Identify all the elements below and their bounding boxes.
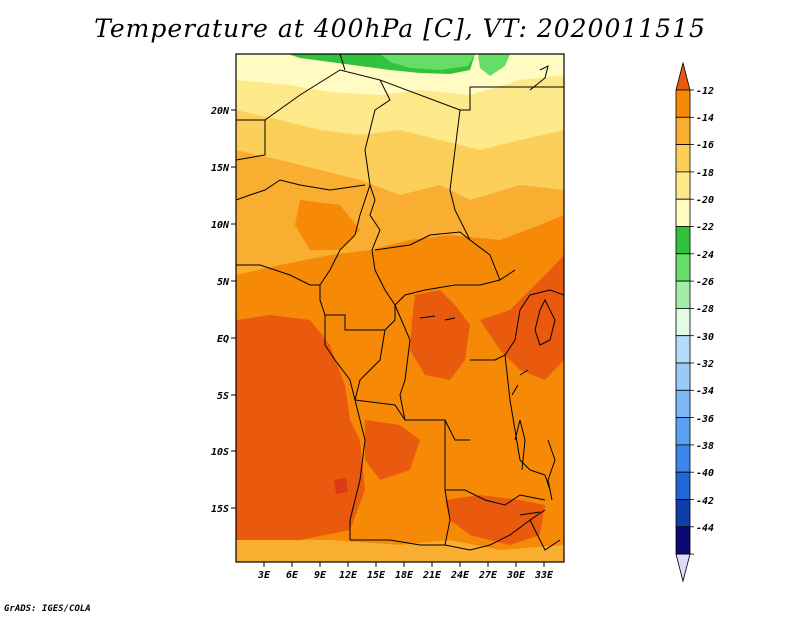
colorbar-label: -40 — [696, 468, 714, 479]
lon-label: 21E — [422, 570, 442, 581]
colorbar-swatch — [675, 499, 691, 528]
lon-label: 12E — [339, 570, 358, 581]
colorbar-swatch — [675, 198, 691, 227]
colorbar-label: -30 — [696, 332, 714, 343]
lat-label: 10S — [211, 447, 229, 458]
map-frame — [235, 53, 565, 563]
grads-credit: GrADS: IGES/COLA — [4, 604, 91, 614]
colorbar-swatch — [675, 280, 691, 309]
lon-label: 24E — [450, 570, 470, 581]
lat-label: 15S — [211, 504, 229, 515]
lat-label: 5S — [217, 391, 229, 402]
colorbar — [675, 61, 694, 583]
colorbar-swatch — [675, 526, 691, 555]
colorbar-swatch — [675, 335, 691, 364]
colorbar-label: -14 — [696, 113, 714, 124]
colorbar-label: -26 — [696, 277, 714, 288]
colorbar-swatch — [675, 171, 691, 200]
colorbar-label: -12 — [696, 86, 714, 97]
colorbar-label: -18 — [696, 168, 714, 179]
colorbar-label: -42 — [696, 496, 714, 507]
lat-label: 15N — [211, 163, 230, 174]
colorbar-swatch — [675, 362, 691, 391]
colorbar-top-arrow — [675, 61, 691, 91]
colorbar-swatch — [675, 253, 691, 282]
colorbar-label: -32 — [696, 359, 714, 370]
lat-label: EQ — [217, 334, 229, 345]
colorbar-swatch — [675, 116, 691, 146]
longitude-labels: 3E 6E 9E 12E 15E 18E 21E 24E 27E 30E 33E — [257, 570, 554, 581]
colorbar-label: -22 — [696, 222, 714, 233]
colorbar-swatch — [675, 144, 691, 173]
lon-label: 27E — [478, 570, 498, 581]
colorbar-swatch — [675, 226, 691, 255]
country-borders — [236, 54, 564, 551]
lon-label: 9E — [314, 570, 327, 581]
lon-label: 30E — [506, 570, 526, 581]
colorbar-bottom-arrow — [675, 553, 691, 583]
colorbar-swatch — [675, 389, 691, 418]
lon-label: 15E — [367, 570, 386, 581]
axis-ticks — [231, 109, 545, 567]
colorbar-swatch — [675, 444, 691, 473]
lat-label: 5N — [217, 277, 230, 288]
colorbar-swatch — [675, 471, 691, 500]
colorbar-label: -36 — [696, 414, 714, 425]
lat-label: 10N — [211, 220, 230, 231]
colorbar-swatch — [675, 307, 691, 337]
colorbar-label: -28 — [696, 304, 714, 315]
colorbar-swatch — [675, 89, 691, 118]
lon-label: 6E — [286, 570, 299, 581]
colorbar-label: -38 — [696, 441, 714, 452]
latitude-labels: 20N 15N 10N 5N EQ 5S 10S 15S — [210, 106, 230, 515]
lat-label: 20N — [210, 106, 230, 117]
colorbar-label: -44 — [696, 523, 714, 534]
colorbar-label: -24 — [696, 250, 714, 261]
temperature-field — [236, 54, 564, 562]
lon-label: 18E — [395, 570, 414, 581]
colorbar-swatch — [675, 417, 691, 446]
lon-label: 3E — [257, 570, 271, 581]
map-title: Temperature at 400hPa [C], VT: 202001151… — [94, 14, 706, 43]
colorbar-label: -20 — [696, 195, 714, 206]
colorbar-labels: -12 -14 -16 -18 -20 -22 -24 -26 -28 -30 … — [696, 86, 714, 534]
lon-label: 33E — [534, 570, 554, 581]
colorbar-label: -16 — [696, 140, 714, 151]
colorbar-label: -34 — [696, 386, 714, 397]
